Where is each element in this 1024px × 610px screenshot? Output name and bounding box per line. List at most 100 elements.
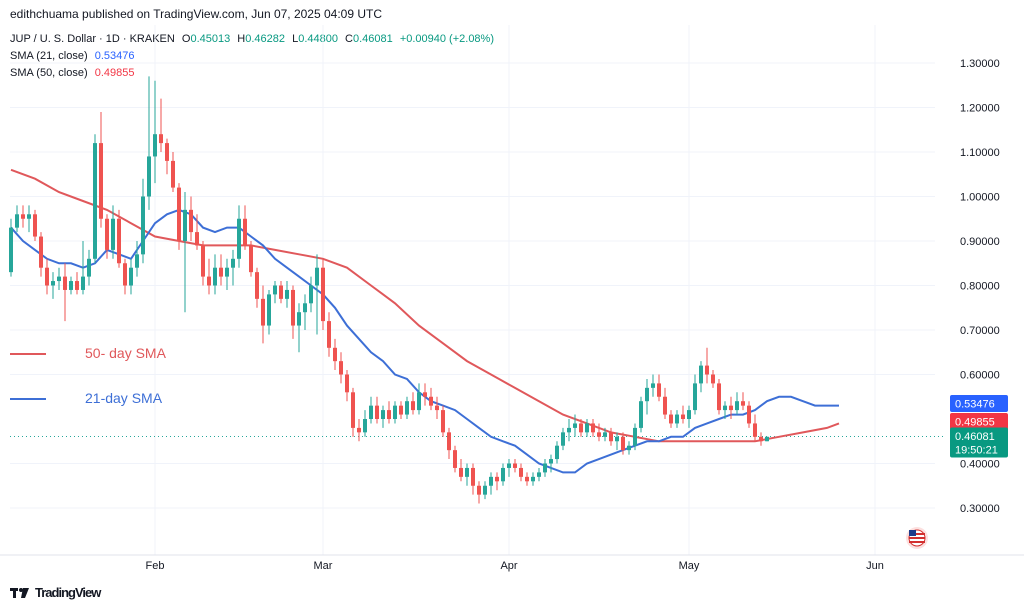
candle-body xyxy=(597,432,601,437)
candle xyxy=(525,472,529,486)
candle-body xyxy=(645,387,649,402)
flag-icon[interactable] xyxy=(906,527,928,549)
candle-body xyxy=(171,160,175,188)
candle xyxy=(159,98,163,152)
candle-body xyxy=(267,294,271,326)
candle xyxy=(435,396,439,419)
sma50-line xyxy=(10,168,840,443)
sma21-value: 0.53476 xyxy=(94,50,135,62)
candle-body xyxy=(477,485,481,495)
candle-body xyxy=(537,472,541,477)
candle xyxy=(405,396,409,419)
y-tick-label: 0.70000 xyxy=(960,325,1000,337)
sma21-row[interactable]: SMA (21, close) 0.53476 xyxy=(10,48,494,65)
candle-body xyxy=(627,445,631,451)
candle xyxy=(111,205,115,259)
candle xyxy=(237,205,241,268)
candle xyxy=(273,281,277,304)
candle-body xyxy=(585,423,589,433)
candle-body xyxy=(423,392,427,397)
close-label: C xyxy=(345,33,353,45)
candle-body xyxy=(213,267,217,286)
candle-body xyxy=(99,143,103,219)
candle xyxy=(489,472,493,495)
axes: 1.30000 1.20000 1.10000 1.00000 0.90000 0.800… xyxy=(0,58,1024,572)
sma-lines xyxy=(10,168,840,474)
annotation-label: 50- day SMA xyxy=(85,345,167,361)
candle-body xyxy=(471,467,475,486)
y-tick-label: 1.30000 xyxy=(960,58,1000,70)
chart-legend: JUP / U. S. Dollar · 1D · KRAKEN O0.4501… xyxy=(10,31,494,82)
candle-body xyxy=(351,392,355,428)
candle xyxy=(627,441,631,455)
candle-body xyxy=(321,267,325,322)
candle-body xyxy=(189,209,193,233)
candle-body xyxy=(129,267,133,286)
candle xyxy=(501,463,505,486)
candle-body xyxy=(501,467,505,482)
candle-body xyxy=(483,485,487,495)
candle xyxy=(87,249,91,286)
candle-body xyxy=(435,405,439,411)
candle xyxy=(351,387,355,437)
candle xyxy=(333,338,337,371)
candle-body xyxy=(579,423,583,433)
candle xyxy=(573,414,577,437)
sma21-label: SMA (21, close) xyxy=(10,50,88,62)
candle xyxy=(357,419,361,442)
candle-body xyxy=(291,289,295,326)
candle xyxy=(189,196,193,241)
candle xyxy=(15,205,19,233)
candle-body xyxy=(243,218,247,246)
candle xyxy=(441,405,445,437)
candle xyxy=(483,481,487,500)
sma50-row[interactable]: SMA (50, close) 0.49855 xyxy=(10,65,494,82)
price-label-box xyxy=(950,395,1008,413)
candle-body xyxy=(405,401,409,415)
candle-body xyxy=(279,285,283,299)
candle xyxy=(21,205,25,228)
candle-body xyxy=(513,463,517,468)
high-label: H xyxy=(237,33,246,45)
candle-body xyxy=(663,396,667,415)
candle-body xyxy=(195,232,199,246)
candle xyxy=(657,374,661,402)
candle xyxy=(393,401,397,424)
publisher-header: edithchuama published on TradingView.com… xyxy=(10,7,383,21)
sma50-value: 0.49855 xyxy=(94,67,135,79)
candle xyxy=(765,436,769,442)
candle-body xyxy=(651,383,655,388)
candle-body xyxy=(93,143,97,259)
candle-body xyxy=(201,245,205,277)
x-tick-label: Mar xyxy=(314,560,333,572)
tradingview-logo-icon xyxy=(10,587,29,598)
brand-name[interactable]: TradingView xyxy=(35,585,101,600)
candle xyxy=(315,254,319,335)
candle xyxy=(117,209,121,268)
candle xyxy=(429,387,433,411)
candle-body xyxy=(699,365,703,384)
y-tick-label: 1.00000 xyxy=(960,192,1000,204)
candle xyxy=(417,383,421,415)
annotation-label: 21-day SMA xyxy=(85,390,163,406)
candle-body xyxy=(207,276,211,286)
candle xyxy=(423,383,427,406)
candle-body xyxy=(573,423,577,428)
candle xyxy=(759,432,763,446)
candle-body xyxy=(753,423,757,437)
candle-body xyxy=(531,476,535,482)
candle xyxy=(123,258,127,295)
candle-body xyxy=(681,414,685,419)
y-tick-label: 0.60000 xyxy=(960,370,1000,382)
candle xyxy=(165,138,169,175)
candle xyxy=(555,441,559,464)
candle xyxy=(363,410,367,437)
high-value: 0.46282 xyxy=(245,33,286,45)
candle-body xyxy=(87,258,91,277)
candle xyxy=(633,423,637,451)
symbol-name[interactable]: JUP / U. S. Dollar · 1D · KRAKEN xyxy=(10,33,175,45)
candle-body xyxy=(717,383,721,411)
candle xyxy=(129,258,133,295)
candle xyxy=(681,405,685,424)
